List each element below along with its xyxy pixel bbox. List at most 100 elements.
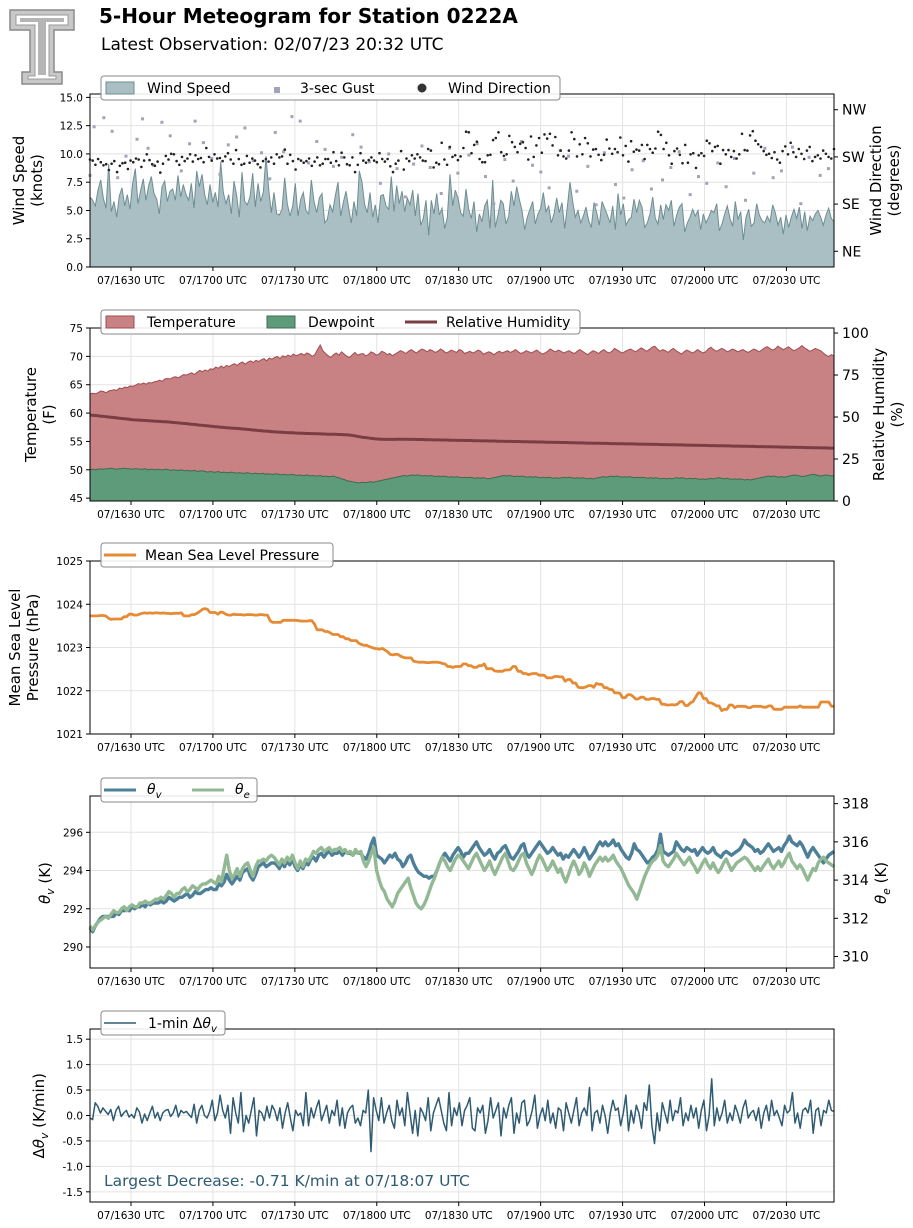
- direction-point: [394, 162, 398, 165]
- gust-point: [146, 146, 150, 150]
- y2-tick-label: 50: [842, 410, 860, 426]
- panel-temp: 07/1630 UTC 07/1700 UTC 07/1730 UTC 07/1800…: [22, 309, 906, 521]
- direction-point: [702, 154, 706, 158]
- gust-point: [168, 134, 172, 138]
- direction-point: [608, 147, 611, 150]
- direction-point: [470, 151, 473, 155]
- direction-point: [267, 160, 270, 163]
- direction-point: [775, 158, 779, 161]
- gust-point: [566, 154, 570, 158]
- gust-point: [791, 145, 795, 149]
- legend: Mean Sea Level Pressure: [100, 542, 334, 568]
- direction-point: [521, 140, 525, 144]
- y-tick-label: 0.0: [66, 1111, 83, 1123]
- y-axis-label: Δθv (K/min): [30, 1073, 51, 1159]
- gust-point: [475, 142, 479, 146]
- direction-point: [104, 162, 108, 166]
- direction-point: [167, 158, 170, 161]
- direction-point: [378, 151, 381, 155]
- y-axis-label-group: θv (K): [36, 862, 57, 904]
- y-tick-label: 1023: [56, 643, 83, 655]
- x-tick-label: 07/2030 UTC: [753, 1210, 821, 1222]
- direction-point: [751, 129, 755, 133]
- y-tick-label: -0.5: [63, 1136, 84, 1148]
- direction-point: [134, 157, 138, 160]
- y2-tick-label: 0: [842, 494, 851, 510]
- gust-point: [152, 163, 156, 167]
- gust-point: [102, 116, 106, 120]
- x-tick-label: 07/1800 UTC: [343, 1210, 411, 1222]
- y-tick-label: 292: [63, 904, 83, 916]
- direction-point: [161, 162, 165, 165]
- direction-point: [307, 157, 311, 160]
- gust-point: [752, 171, 756, 175]
- direction-point: [581, 153, 584, 156]
- y2-axis-label: θe (K): [872, 862, 893, 904]
- direction-point: [516, 150, 519, 154]
- gust-point: [188, 142, 192, 146]
- direction-point: [713, 145, 717, 149]
- y2-tick-label: SW: [842, 150, 865, 166]
- direction-point: [288, 153, 292, 157]
- x-tick-label: 07/2000 UTC: [671, 976, 739, 988]
- y-tick-label: 5.0: [66, 205, 83, 217]
- direction-point: [583, 136, 587, 140]
- series-line-0: [90, 607, 834, 712]
- direction-point: [407, 159, 411, 163]
- gust-point: [273, 130, 277, 134]
- y-tick-label: 296: [63, 827, 83, 839]
- direction-point: [340, 151, 343, 154]
- y-tick-label: 2.5: [66, 234, 83, 246]
- direction-point: [370, 156, 373, 159]
- direction-point: [494, 136, 498, 140]
- gust-point: [696, 175, 700, 179]
- direction-point: [367, 158, 371, 162]
- direction-point: [794, 155, 798, 159]
- direction-point: [121, 161, 124, 165]
- gust-point: [201, 141, 205, 145]
- direction-point: [600, 158, 603, 162]
- direction-point: [397, 159, 400, 162]
- y-axis-label: θv (K): [36, 862, 57, 904]
- y2-tick-label: NW: [842, 103, 866, 119]
- y2-tick-label: 25: [842, 452, 860, 468]
- direction-point: [551, 144, 554, 147]
- direction-point: [286, 162, 289, 165]
- y-tick-label: 1.5: [66, 1034, 83, 1046]
- direction-point: [700, 151, 703, 155]
- direction-point: [705, 139, 709, 142]
- direction-point: [429, 149, 433, 152]
- direction-point: [518, 142, 522, 146]
- direction-point: [508, 134, 511, 138]
- direction-point: [413, 157, 417, 160]
- gust-point: [630, 168, 634, 172]
- gust-point: [602, 151, 606, 155]
- direction-point: [505, 153, 508, 156]
- direction-point: [491, 138, 495, 142]
- direction-point: [816, 154, 820, 157]
- direction-point: [665, 141, 668, 145]
- gust-point: [771, 176, 775, 180]
- y-tick-label: 290: [63, 942, 83, 954]
- gust-point: [724, 185, 728, 189]
- direction-point: [337, 164, 341, 167]
- direction-point: [808, 145, 811, 149]
- direction-point: [562, 155, 565, 158]
- direction-point: [759, 145, 763, 149]
- panel-wind: 07/1630 UTC 07/1700 UTC 07/1730 UTC 07/1800…: [10, 75, 903, 287]
- direction-point: [202, 160, 205, 164]
- direction-point: [824, 152, 828, 156]
- direction-point: [467, 131, 471, 134]
- x-tick-label: 07/1700 UTC: [179, 742, 247, 754]
- gust-point: [268, 177, 272, 181]
- direction-point: [359, 151, 362, 155]
- gust-point: [705, 181, 709, 185]
- direction-point: [711, 149, 714, 153]
- direction-point: [261, 159, 265, 163]
- y-tick-label: 7.5: [66, 177, 83, 189]
- y-axis-label: Temperature(F): [22, 367, 58, 463]
- direction-point: [102, 164, 105, 167]
- direction-point: [481, 160, 484, 164]
- direction-point: [145, 153, 149, 156]
